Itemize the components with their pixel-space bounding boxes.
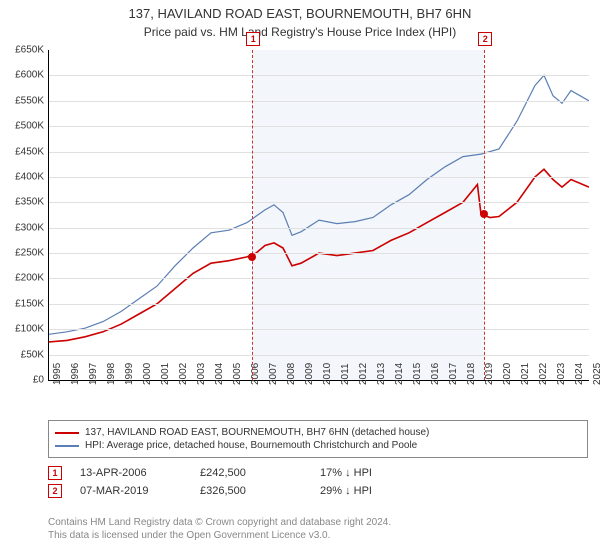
y-axis-label: £500K xyxy=(15,121,44,132)
x-axis-label: 2022 xyxy=(538,363,549,385)
gridline xyxy=(49,355,589,356)
legend-label: 137, HAVILAND ROAD EAST, BOURNEMOUTH, BH… xyxy=(85,427,429,438)
footer-attribution: Contains HM Land Registry data © Crown c… xyxy=(48,516,588,542)
sales-date: 13-APR-2006 xyxy=(80,467,200,479)
x-axis-label: 2000 xyxy=(142,363,153,385)
x-axis-label: 2017 xyxy=(448,363,459,385)
y-axis-label: £350K xyxy=(15,197,44,208)
sales-marker-box: 1 xyxy=(48,466,62,480)
chart-title: 137, HAVILAND ROAD EAST, BOURNEMOUTH, BH… xyxy=(0,0,600,23)
x-axis-label: 2015 xyxy=(412,363,423,385)
y-axis-label: £250K xyxy=(15,248,44,259)
sale-dot xyxy=(248,253,256,261)
x-axis-label: 2020 xyxy=(502,363,513,385)
series-line xyxy=(49,169,589,342)
gridline xyxy=(49,278,589,279)
gridline xyxy=(49,253,589,254)
legend-label: HPI: Average price, detached house, Bour… xyxy=(85,440,417,451)
x-axis-label: 2007 xyxy=(268,363,279,385)
sales-delta: 29% ↓ HPI xyxy=(320,485,440,497)
y-axis-label: £600K xyxy=(15,70,44,81)
gridline xyxy=(49,329,589,330)
sales-table: 1 13-APR-2006£242,50017% ↓ HPI 2 07-MAR-201… xyxy=(48,462,588,502)
y-axis-label: £150K xyxy=(15,298,44,309)
sales-delta: 17% ↓ HPI xyxy=(320,467,440,479)
legend-row: HPI: Average price, detached house, Bour… xyxy=(55,440,581,451)
sales-price: £326,500 xyxy=(200,485,320,497)
x-axis-label: 1997 xyxy=(88,363,99,385)
x-axis-label: 2010 xyxy=(322,363,333,385)
series-line xyxy=(49,75,589,334)
gridline xyxy=(49,126,589,127)
line-series-svg xyxy=(49,50,589,380)
sales-price: £242,500 xyxy=(200,467,320,479)
x-axis-label: 2016 xyxy=(430,363,441,385)
x-axis-label: 2004 xyxy=(214,363,225,385)
sale-vline xyxy=(252,50,254,380)
sale-marker-box: 2 xyxy=(478,32,492,46)
x-axis-label: 1996 xyxy=(70,363,81,385)
x-axis-label: 2018 xyxy=(466,363,477,385)
y-axis-label: £100K xyxy=(15,324,44,335)
x-axis-label: 2002 xyxy=(178,363,189,385)
gridline xyxy=(49,152,589,153)
sales-row: 1 13-APR-2006£242,50017% ↓ HPI xyxy=(48,466,588,480)
x-axis-label: 1998 xyxy=(106,363,117,385)
y-axis-label: £0 xyxy=(33,375,44,386)
y-axis-label: £650K xyxy=(15,45,44,56)
x-axis-label: 2005 xyxy=(232,363,243,385)
y-axis-label: £50K xyxy=(21,349,44,360)
y-axis-label: £550K xyxy=(15,95,44,106)
x-axis-label: 2011 xyxy=(340,363,351,385)
gridline xyxy=(49,75,589,76)
gridline xyxy=(49,101,589,102)
x-axis-label: 2012 xyxy=(358,363,369,385)
sale-dot xyxy=(480,210,488,218)
x-axis-label: 2023 xyxy=(556,363,567,385)
footer-line1: Contains HM Land Registry data © Crown c… xyxy=(48,516,588,529)
sales-date: 07-MAR-2019 xyxy=(80,485,200,497)
y-axis-label: £300K xyxy=(15,222,44,233)
chart-container: 137, HAVILAND ROAD EAST, BOURNEMOUTH, BH… xyxy=(0,0,600,560)
x-axis-label: 2014 xyxy=(394,363,405,385)
gridline xyxy=(49,228,589,229)
legend: 137, HAVILAND ROAD EAST, BOURNEMOUTH, BH… xyxy=(48,420,588,458)
sale-marker-box: 1 xyxy=(246,32,260,46)
sales-row: 2 07-MAR-2019£326,50029% ↓ HPI xyxy=(48,484,588,498)
y-axis-label: £200K xyxy=(15,273,44,284)
footer-line2: This data is licensed under the Open Gov… xyxy=(48,529,588,542)
x-axis-label: 2013 xyxy=(376,363,387,385)
y-axis-label: £400K xyxy=(15,171,44,182)
chart-area: £0£50K£100K£150K£200K£250K£300K£350K£400… xyxy=(48,50,588,400)
x-axis-label: 2008 xyxy=(286,363,297,385)
plot-region: £0£50K£100K£150K£200K£250K£300K£350K£400… xyxy=(48,50,589,381)
x-axis-label: 2025 xyxy=(592,363,600,385)
y-axis-label: £450K xyxy=(15,146,44,157)
x-axis-label: 2024 xyxy=(574,363,585,385)
x-axis-label: 2001 xyxy=(160,363,171,385)
legend-row: 137, HAVILAND ROAD EAST, BOURNEMOUTH, BH… xyxy=(55,427,581,438)
x-axis-label: 1995 xyxy=(52,363,63,385)
chart-subtitle: Price paid vs. HM Land Registry's House … xyxy=(0,25,600,39)
x-axis-label: 2003 xyxy=(196,363,207,385)
sales-marker-box: 2 xyxy=(48,484,62,498)
legend-swatch xyxy=(55,432,79,434)
x-axis-label: 2021 xyxy=(520,363,531,385)
x-axis-label: 1999 xyxy=(124,363,135,385)
gridline xyxy=(49,202,589,203)
x-axis-label: 2009 xyxy=(304,363,315,385)
legend-swatch xyxy=(55,445,79,447)
gridline xyxy=(49,177,589,178)
gridline xyxy=(49,304,589,305)
